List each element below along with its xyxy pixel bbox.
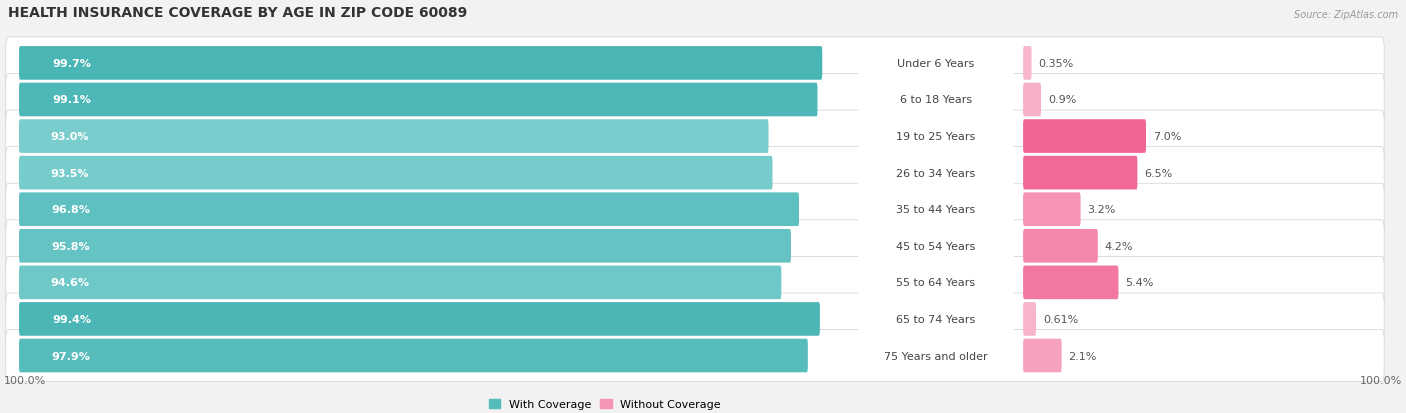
Text: 75 Years and older: 75 Years and older <box>884 351 988 361</box>
FancyBboxPatch shape <box>859 83 1014 117</box>
FancyBboxPatch shape <box>859 47 1014 81</box>
Text: 5.4%: 5.4% <box>1125 278 1154 288</box>
FancyBboxPatch shape <box>859 120 1014 154</box>
Text: 97.9%: 97.9% <box>52 351 90 361</box>
Legend: With Coverage, Without Coverage: With Coverage, Without Coverage <box>485 394 725 413</box>
Text: 3.2%: 3.2% <box>1087 205 1116 215</box>
Text: 95.8%: 95.8% <box>51 241 90 251</box>
Text: 99.1%: 99.1% <box>52 95 91 105</box>
FancyBboxPatch shape <box>1024 193 1081 226</box>
Text: 6 to 18 Years: 6 to 18 Years <box>900 95 972 105</box>
Text: Under 6 Years: Under 6 Years <box>897 59 974 69</box>
FancyBboxPatch shape <box>1024 157 1137 190</box>
FancyBboxPatch shape <box>6 330 1384 382</box>
FancyBboxPatch shape <box>1024 266 1118 299</box>
FancyBboxPatch shape <box>20 83 817 117</box>
FancyBboxPatch shape <box>20 302 820 336</box>
FancyBboxPatch shape <box>859 229 1014 263</box>
FancyBboxPatch shape <box>6 38 1384 90</box>
FancyBboxPatch shape <box>6 111 1384 163</box>
FancyBboxPatch shape <box>20 47 823 81</box>
FancyBboxPatch shape <box>859 302 1014 336</box>
Text: 93.5%: 93.5% <box>51 168 89 178</box>
FancyBboxPatch shape <box>1024 302 1036 336</box>
Text: 0.35%: 0.35% <box>1039 59 1074 69</box>
FancyBboxPatch shape <box>6 74 1384 126</box>
FancyBboxPatch shape <box>20 229 792 263</box>
FancyBboxPatch shape <box>6 257 1384 309</box>
FancyBboxPatch shape <box>6 293 1384 345</box>
FancyBboxPatch shape <box>859 157 1014 190</box>
FancyBboxPatch shape <box>6 147 1384 199</box>
Text: 96.8%: 96.8% <box>52 205 90 215</box>
Text: 55 to 64 Years: 55 to 64 Years <box>897 278 976 288</box>
FancyBboxPatch shape <box>6 220 1384 272</box>
Text: HEALTH INSURANCE COVERAGE BY AGE IN ZIP CODE 60089: HEALTH INSURANCE COVERAGE BY AGE IN ZIP … <box>8 6 467 20</box>
FancyBboxPatch shape <box>1024 120 1146 154</box>
FancyBboxPatch shape <box>1024 47 1032 81</box>
FancyBboxPatch shape <box>1024 339 1062 373</box>
Text: 99.7%: 99.7% <box>52 59 91 69</box>
FancyBboxPatch shape <box>20 120 769 154</box>
Text: 0.9%: 0.9% <box>1047 95 1076 105</box>
Text: 45 to 54 Years: 45 to 54 Years <box>896 241 976 251</box>
FancyBboxPatch shape <box>6 184 1384 235</box>
FancyBboxPatch shape <box>20 266 782 299</box>
Text: 100.0%: 100.0% <box>4 375 46 385</box>
Text: 35 to 44 Years: 35 to 44 Years <box>896 205 976 215</box>
FancyBboxPatch shape <box>859 339 1014 373</box>
Text: 7.0%: 7.0% <box>1153 132 1181 142</box>
Text: 94.6%: 94.6% <box>51 278 90 288</box>
Text: 99.4%: 99.4% <box>52 314 91 324</box>
Text: 100.0%: 100.0% <box>1360 375 1402 385</box>
Text: 65 to 74 Years: 65 to 74 Years <box>896 314 976 324</box>
Text: 4.2%: 4.2% <box>1105 241 1133 251</box>
FancyBboxPatch shape <box>20 339 808 373</box>
Text: 26 to 34 Years: 26 to 34 Years <box>896 168 976 178</box>
Text: 93.0%: 93.0% <box>51 132 89 142</box>
FancyBboxPatch shape <box>20 193 799 226</box>
FancyBboxPatch shape <box>859 266 1014 299</box>
FancyBboxPatch shape <box>1024 229 1098 263</box>
Text: 2.1%: 2.1% <box>1069 351 1097 361</box>
Text: 6.5%: 6.5% <box>1144 168 1173 178</box>
Text: 19 to 25 Years: 19 to 25 Years <box>896 132 976 142</box>
Text: Source: ZipAtlas.com: Source: ZipAtlas.com <box>1294 10 1398 20</box>
FancyBboxPatch shape <box>20 157 772 190</box>
FancyBboxPatch shape <box>859 193 1014 226</box>
Text: 0.61%: 0.61% <box>1043 314 1078 324</box>
FancyBboxPatch shape <box>1024 83 1040 117</box>
